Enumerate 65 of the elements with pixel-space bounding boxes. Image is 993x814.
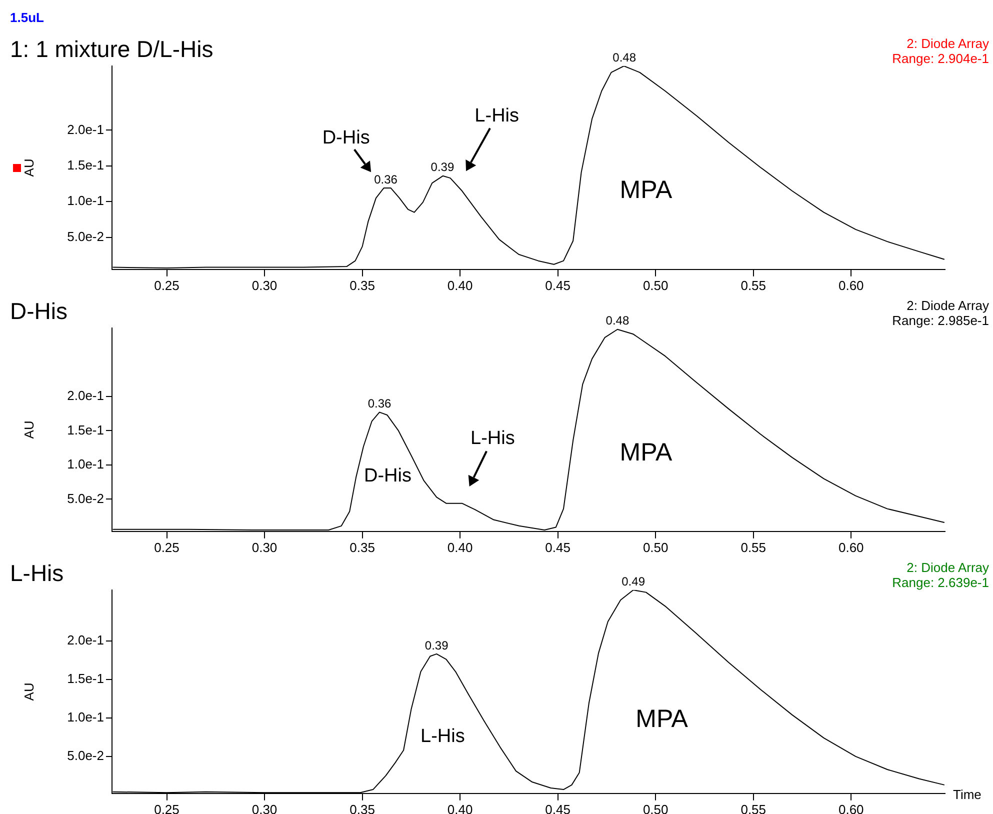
y-tick-label: 1.0e-1: [67, 709, 104, 724]
annotation: L-His: [474, 105, 520, 126]
y-axis-title: AU: [21, 158, 36, 177]
chart-title: L-His: [10, 560, 64, 587]
y-tick-label: 1.5e-1: [67, 157, 104, 172]
annotation: MPA: [620, 176, 672, 204]
annotation: 0.36: [368, 396, 392, 411]
chart-title: D-His: [10, 298, 68, 325]
x-tick-label: 0.30: [252, 278, 278, 293]
annotation: 0.48: [612, 50, 636, 64]
x-tick-label: 0.25: [154, 802, 180, 814]
y-tick-label: 2.0e-1: [67, 122, 104, 137]
annotation: L-His: [470, 428, 515, 449]
x-tick-label: 0.25: [154, 540, 180, 555]
annotation: 0.39: [430, 160, 454, 174]
x-tick-label: 0.30: [252, 540, 278, 555]
y-tick-label: 5.0e-2: [67, 228, 104, 244]
x-tick-label: 0.55: [740, 278, 766, 293]
y-axis-title: AU: [21, 682, 36, 701]
annotation: 0.49: [622, 574, 646, 588]
x-tick-label: 0.40: [447, 278, 473, 293]
annotation: MPA: [620, 438, 672, 467]
y-tick-label: 5.0e-2: [67, 490, 104, 506]
text: Range: 2.639e-1: [892, 575, 989, 590]
x-tick-label: 0.40: [447, 802, 473, 814]
y-axis-title: AU: [21, 420, 36, 439]
chart-title: 1: 1 mixture D/L-His: [10, 36, 214, 63]
x-tick-label: 0.35: [350, 278, 375, 293]
x-tick-label: 0.30: [252, 802, 278, 814]
annotation: 0.48: [606, 314, 630, 328]
y-tick-label: 1.5e-1: [67, 670, 104, 686]
x-tick-label: 0.50: [642, 802, 668, 814]
y-tick-label: 5.0e-2: [67, 748, 104, 763]
text: 2: Diode Array: [906, 560, 989, 575]
x-tick-label: 0.50: [642, 540, 668, 555]
y-tick-label: 1.0e-1: [67, 456, 104, 472]
annotation: D-His: [364, 466, 412, 487]
x-axis-title: Time: [953, 787, 982, 802]
text: Range: 2.985e-1: [892, 313, 989, 328]
x-tick-label: 0.45: [545, 540, 570, 555]
annotation: D-His: [322, 127, 370, 148]
x-tick-label: 0.35: [350, 802, 375, 814]
x-tick-label: 0.55: [740, 802, 766, 814]
text: 2: Diode Array: [906, 298, 989, 313]
annotation: Range: 2.904e-1: [892, 51, 989, 66]
annotation: L-His: [420, 726, 465, 748]
text: 2: Diode Array: [906, 36, 989, 51]
x-tick-label: 0.60: [838, 278, 864, 293]
x-tick-label: 0.50: [642, 278, 668, 293]
x-tick-label: 0.35: [350, 540, 375, 555]
annotation: MPA: [636, 704, 688, 733]
x-tick-label: 0.25: [154, 278, 180, 293]
y-tick-label: 1.0e-1: [67, 193, 104, 208]
y-tick-label: 1.5e-1: [67, 422, 104, 438]
annotation: 0.39: [424, 638, 449, 652]
text: 1.5uL: [10, 10, 44, 25]
x-tick-label: 0.60: [838, 802, 864, 814]
x-tick-label: 0.60: [838, 540, 864, 555]
y-tick-label: 2.0e-1: [67, 388, 104, 404]
x-tick-label: 0.55: [740, 540, 766, 555]
x-tick-label: 0.45: [545, 278, 570, 293]
y-tick-label: 2.0e-1: [67, 632, 104, 648]
x-tick-label: 0.45: [545, 802, 570, 814]
x-tick-label: 0.40: [447, 540, 473, 555]
annotation: 0.36: [374, 172, 398, 186]
